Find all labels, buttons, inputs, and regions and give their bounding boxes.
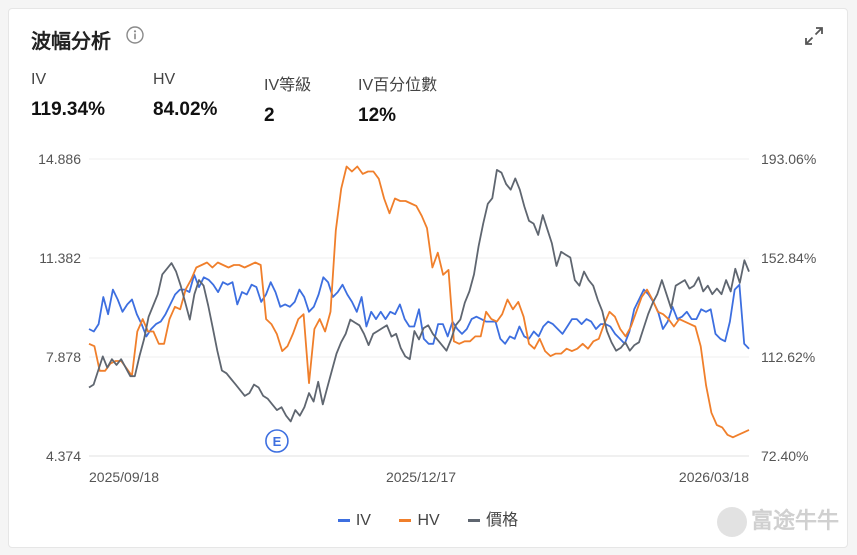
stat-hv: HV 84.02% (153, 71, 217, 121)
right-axis-tick-label: 72.40% (761, 448, 808, 464)
stat-label: IV百分位數 (358, 77, 438, 94)
legend-item-iv[interactable]: IV (337, 512, 371, 530)
earnings-event-marker (265, 429, 289, 453)
left-axis-tick-label: 14.886 (38, 151, 81, 167)
iv-line (88, 273, 750, 350)
left-axis-tick-label: 7.878 (46, 349, 81, 365)
earnings-event-label: E (273, 434, 282, 449)
expand-icon[interactable] (803, 25, 825, 47)
legend-item-hv[interactable]: HV (399, 512, 440, 530)
stat-value: 119.34% (31, 99, 105, 120)
stat-value: 2 (264, 105, 275, 126)
stat-value: 84.02% (153, 99, 218, 120)
price-line (88, 168, 750, 423)
legend-label: IV (355, 512, 371, 529)
x-axis-tick-label: 2025/09/18 (89, 469, 159, 485)
stat-iv-rank: IV等級 2 (264, 71, 311, 127)
watermark: 富途牛牛 (716, 503, 839, 537)
info-icon[interactable] (126, 26, 144, 44)
futu-logo-icon (716, 507, 747, 537)
stat-label: IV等級 (264, 77, 312, 94)
watermark-text: 富途牛牛 (750, 507, 839, 533)
legend-item-price[interactable]: 價格 (468, 506, 518, 530)
volatility-chart[interactable]: 14.886 193.06% 11.382 152.84% 7.878 112.62% 4.… (9, 9, 847, 547)
stat-value: 12% (358, 105, 397, 126)
hv-line (88, 165, 750, 439)
stat-iv: IV 119.34% (31, 71, 105, 121)
left-axis-tick-label: 4.374 (46, 448, 81, 464)
left-axis-tick-label: 11.382 (39, 250, 81, 266)
stat-iv-percentile: IV百分位數 12% (358, 71, 437, 127)
right-axis-tick-label: 152.84% (761, 250, 816, 266)
volatility-card: 波幅分析 IV 119.34% HV 84.02% IV等級 2 IV百分位數 … (8, 8, 848, 548)
legend-label: 價格 (486, 512, 519, 529)
x-axis-tick-label: 2025/12/17 (386, 469, 456, 485)
legend-label: HV (417, 512, 440, 529)
right-axis-tick-label: 193.06% (761, 151, 816, 167)
stat-label: IV (31, 71, 47, 88)
stat-label: HV (153, 71, 176, 88)
x-axis-tick-label: 2026/03/18 (679, 469, 749, 485)
right-axis-tick-label: 112.62% (761, 349, 815, 365)
chart-legend: IV HV 價格 (9, 506, 847, 530)
card-title: 波幅分析 (31, 31, 111, 53)
